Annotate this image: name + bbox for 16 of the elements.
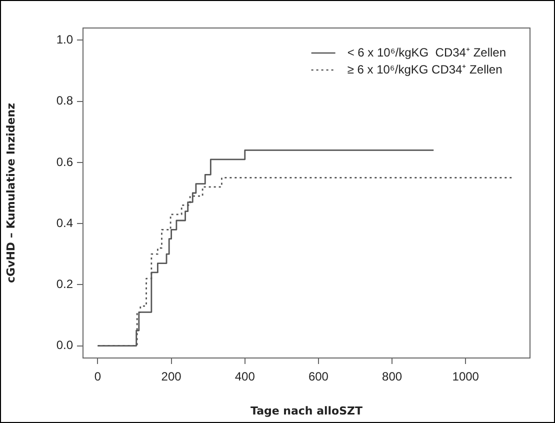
legend-label: < 6 x 10⁶/kgKG CD34⁺ Zellen [347, 45, 506, 60]
y-tick-label: 0.8 [56, 94, 74, 108]
x-tick-label: 800 [382, 370, 402, 384]
x-tick-label: 200 [161, 370, 182, 384]
y-axis-title: cGvHD – Kumulative Inzidenz [4, 102, 18, 284]
legend-label: ≥ 6 x 10⁶/kgKG CD34⁺ Zellen [347, 62, 502, 76]
y-tick-label: 1.0 [56, 32, 74, 47]
x-tick-label: 400 [234, 370, 256, 384]
x-tick-label: 1000 [452, 370, 480, 384]
y-tick-label: 0.2 [56, 276, 74, 291]
y-tick-label: 0.4 [56, 216, 74, 230]
y-tick-label: 0.6 [56, 154, 74, 169]
y-tick-label: 0.0 [56, 338, 74, 352]
x-axis-title: Tage nach alloSZT [250, 404, 364, 418]
x-tick-label: 0 [94, 370, 102, 384]
x-tick-label: 600 [308, 370, 329, 384]
